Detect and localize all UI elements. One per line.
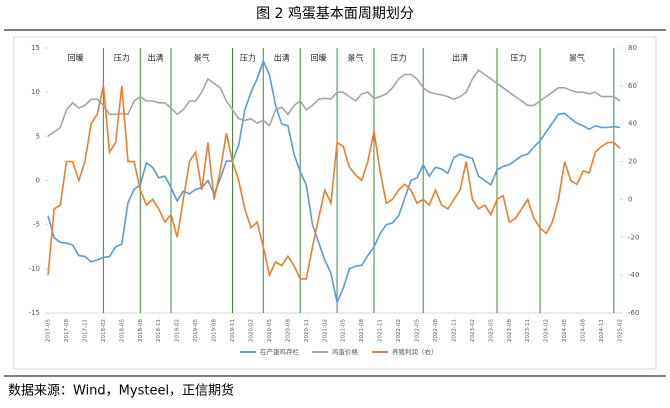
legend-label: 鸡蛋价格 — [332, 347, 359, 356]
x-tick-label: 2020-02 — [248, 319, 254, 342]
x-tick-label: 2021-08 — [359, 319, 365, 342]
series-line — [47, 59, 621, 306]
x-tick-label: 2022-08 — [433, 319, 439, 342]
phase-label: 压力 — [114, 53, 130, 63]
x-tick-label: 2019-05 — [193, 319, 199, 342]
y2-tick-label: -60 — [628, 309, 639, 317]
y-tick-label: -5 — [33, 221, 40, 229]
phase-label: 出清 — [274, 53, 290, 63]
x-tick-label: 2020-11 — [304, 319, 310, 342]
y2-tick-label: 80 — [628, 44, 637, 52]
source: 数据来源：Wind，Mysteel，正信期货 — [8, 383, 234, 399]
x-tick-label: 2020-08 — [285, 319, 291, 342]
x-tick-label: 2019-11 — [230, 319, 236, 342]
legend-label: 养殖利润（右） — [392, 347, 438, 356]
phase-label: 回暖 — [311, 54, 327, 63]
phase-label: 景气 — [194, 53, 210, 63]
y-tick-label: 5 — [36, 132, 40, 140]
x-tick-label: 2019-08 — [212, 319, 218, 342]
x-tick-label: 2023-02 — [470, 319, 476, 342]
y2-tick-label: 20 — [628, 158, 637, 166]
x-tick-label: 2024-08 — [581, 319, 587, 342]
x-tick-label: 2018-05 — [119, 319, 125, 342]
y-tick-label: -10 — [29, 265, 40, 273]
x-tick-label: 2023-08 — [507, 319, 513, 342]
y2-tick-label: 60 — [628, 82, 637, 90]
y-tick-label: 15 — [31, 44, 40, 52]
x-tick-label: 2024-05 — [562, 319, 568, 342]
y2-tick-label: -20 — [628, 233, 639, 241]
x-tick-label: 2025-02 — [618, 319, 624, 342]
x-tick-label: 2020-05 — [267, 319, 273, 342]
x-tick-label: 2019-02 — [175, 319, 181, 342]
phase-label: 压力 — [240, 53, 256, 63]
y-tick-label: 0 — [36, 177, 40, 185]
x-tick-label: 2024-02 — [544, 319, 550, 342]
chart-title: 图 2 鸡蛋基本面周期划分 — [256, 5, 414, 22]
x-tick-label: 2021-11 — [378, 319, 384, 342]
x-tick-label: 2021-05 — [341, 319, 347, 342]
phase-label: 景气 — [569, 53, 585, 63]
x-tick-label: 2018-02 — [101, 319, 107, 342]
x-tick-label: 2022-02 — [396, 319, 402, 342]
x-tick-label: 2017-05 — [46, 319, 52, 342]
legend-label: 在产蛋鸡存栏 — [260, 347, 300, 356]
series-line — [47, 68, 621, 137]
y2-tick-label: 0 — [628, 195, 632, 203]
y-tick-label: -15 — [29, 309, 40, 317]
series-line — [47, 85, 621, 280]
phase-label: 出清 — [452, 53, 468, 63]
phase-label: 景气 — [348, 53, 364, 63]
y2-tick-label: 40 — [628, 120, 637, 128]
x-tick-label: 2017-11 — [82, 319, 88, 342]
x-tick-label: 2022-05 — [415, 319, 421, 342]
x-tick-label: 2021-02 — [322, 319, 328, 342]
y-tick-label: 10 — [31, 88, 40, 96]
x-tick-label: 2022-11 — [451, 319, 457, 342]
phase-label: 回暖 — [68, 54, 84, 63]
x-tick-label: 2023-11 — [525, 319, 531, 342]
x-tick-label: 2024-11 — [599, 319, 605, 342]
x-tick-label: 2017-08 — [64, 319, 70, 342]
y2-tick-label: -40 — [628, 271, 639, 279]
x-tick-label: 2018-08 — [138, 319, 144, 342]
x-tick-label: 2018-11 — [156, 319, 162, 342]
phase-label: 压力 — [391, 53, 407, 63]
phase-label: 出清 — [148, 53, 164, 63]
x-tick-label: 2023-05 — [488, 319, 494, 342]
chart-frame — [13, 36, 657, 370]
phase-label: 压力 — [511, 53, 527, 63]
